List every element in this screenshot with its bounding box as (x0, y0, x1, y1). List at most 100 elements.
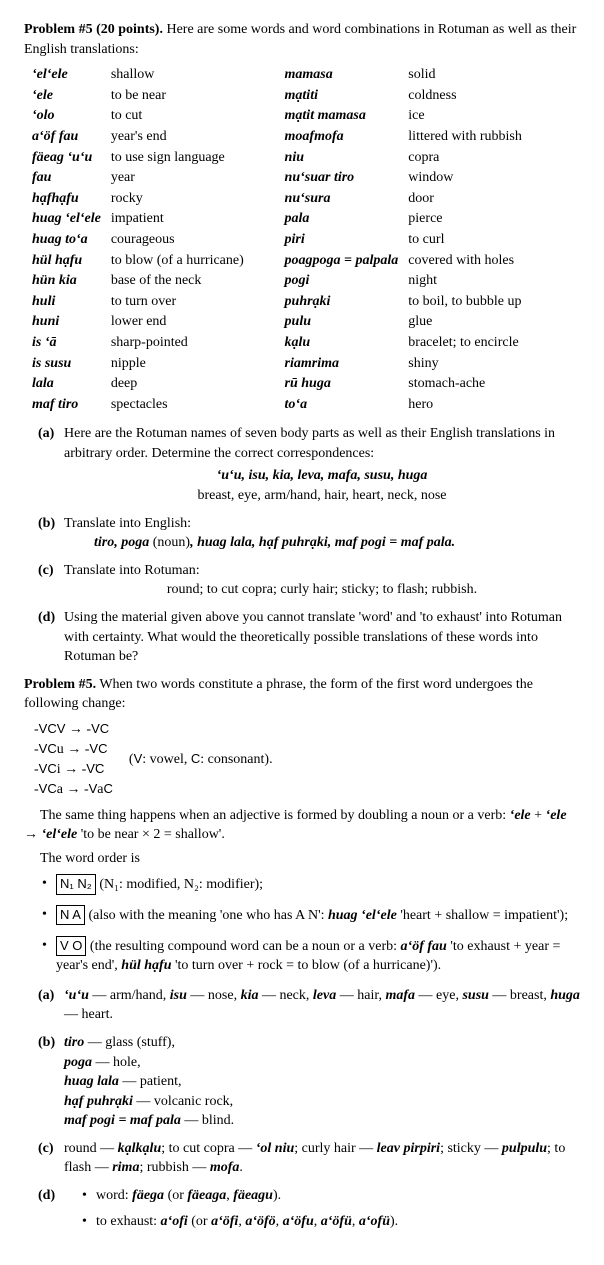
solution-intro: When two words constitute a phrase, the … (24, 677, 533, 712)
vocab-eng: ice (408, 106, 572, 126)
vocab-rot: mamasa (285, 65, 399, 85)
ans-label: (a) (38, 986, 64, 1025)
bullet-dot: • (42, 874, 56, 895)
vocab-eng: year (111, 168, 275, 188)
vocab-rot: huag ʻelʻele (32, 209, 101, 229)
vocab-rot: piri (285, 230, 399, 250)
vocab-eng: lower end (111, 312, 275, 332)
vocab-eng: sharp-pointed (111, 333, 275, 353)
problem-header: Problem #5 (20 points). Here are some wo… (24, 20, 580, 59)
bullet-item: •N₁ N₂ (N₁: modified, N₂: modifier); (42, 874, 580, 895)
vocab-table: ʻelʻeleshallowmamasasolidʻeleto be nearm… (32, 65, 572, 414)
vocab-eng: stomach-ache (408, 374, 572, 394)
part-a-text: Here are the Rotuman names of seven body… (64, 424, 580, 463)
part-b-line: tiro, poga (noun), huag lala, hạf puhrạk… (94, 533, 580, 553)
part-a-rotuman: ʻuʻu, isu, kia, leva, mafa, susu, huga (64, 466, 580, 486)
vocab-eng: to use sign language (111, 148, 275, 168)
part-c-line: round; to cut copra; curly hair; sticky;… (64, 580, 580, 600)
vocab-rot: fau (32, 168, 101, 188)
vocab-rot: is ʻā (32, 333, 101, 353)
problem-number: Problem #5 (20 points). (24, 22, 163, 37)
vocab-eng: to be near (111, 86, 275, 106)
ans-b-line: huag lala — patient, (64, 1072, 580, 1092)
vocab-eng: solid (408, 65, 572, 85)
ans-b-line: tiro — glass (stuff), (64, 1033, 580, 1053)
ans-b-line: poga — hole, (64, 1053, 580, 1073)
ans-label: (d) (38, 1186, 64, 1237)
vocab-eng: door (408, 189, 572, 209)
ans-label: (c) (38, 1139, 64, 1178)
ans-b-line: hạf puhrạki — volcanic rock, (64, 1092, 580, 1112)
ans-d-line: •to exhaust: aʻofi (or aʻöfi, aʻöfö, aʻö… (82, 1212, 580, 1232)
vocab-rot: rū huga (285, 374, 399, 394)
part-d: (d) Using the material given above you c… (38, 608, 580, 667)
vocab-rot: fäeag ʻuʻu (32, 148, 101, 168)
vocab-eng: rocky (111, 189, 275, 209)
part-label: (d) (38, 608, 64, 667)
part-a-english: breast, eye, arm/hand, hair, heart, neck… (64, 486, 580, 506)
vocab-rot: niu (285, 148, 399, 168)
solution-line3: The word order is (24, 849, 580, 869)
part-c: (c) Translate into Rotuman: round; to cu… (38, 561, 580, 600)
part-a: (a) Here are the Rotuman names of seven … (38, 424, 580, 505)
part-label: (c) (38, 561, 64, 600)
vocab-rot: puhrạki (285, 292, 399, 312)
ans-label: (b) (38, 1033, 64, 1131)
vocab-eng: covered with holes (408, 251, 572, 271)
vocab-rot: nuʻsuar tiro (285, 168, 399, 188)
vocab-eng: shallow (111, 65, 275, 85)
bullet-dot: • (42, 936, 56, 976)
vocab-rot: hül hạfu (32, 251, 101, 271)
vocab-eng: courageous (111, 230, 275, 250)
ans-b-line: maf pogi = maf pala — blind. (64, 1111, 580, 1131)
rules-note: (V: vowel, C: consonant). (129, 750, 273, 770)
vocab-eng: to cut (111, 106, 275, 126)
vocab-rot: huli (32, 292, 101, 312)
vocab-rot: mạtiti (285, 86, 399, 106)
vocab-eng: coldness (408, 86, 572, 106)
vocab-eng: to turn over (111, 292, 275, 312)
vocab-eng: base of the neck (111, 271, 275, 291)
vocab-eng: window (408, 168, 572, 188)
vocab-rot: pulu (285, 312, 399, 332)
bullet-item: •V O (the resulting compound word can be… (42, 936, 580, 976)
vocab-eng: to curl (408, 230, 572, 250)
ans-b: (b) tiro — glass (stuff),poga — hole,hua… (38, 1033, 580, 1131)
vocab-eng: pierce (408, 209, 572, 229)
part-label: (a) (38, 424, 64, 505)
vocab-rot: toʻa (285, 395, 399, 415)
phon-rules: -VCV → -VC-VCu → -VC-VCi → -V̈C-VCa → -V… (34, 720, 580, 800)
bullet-dot: • (42, 905, 56, 926)
bullet-dot: • (82, 1212, 96, 1232)
vocab-rot: ʻolo (32, 106, 101, 126)
vocab-rot: huag toʻa (32, 230, 101, 250)
phon-rule: -VCi → -V̈C (34, 760, 113, 780)
vocab-eng: hero (408, 395, 572, 415)
bullet-item: •N A (also with the meaning 'one who has… (42, 905, 580, 926)
vocab-eng: shiny (408, 354, 572, 374)
vocab-eng: glue (408, 312, 572, 332)
vocab-rot: poagpoga = palpala (285, 251, 399, 271)
vocab-rot: nuʻsura (285, 189, 399, 209)
vocab-rot: huni (32, 312, 101, 332)
phon-rule: -VCV → -VC (34, 720, 113, 740)
ans-a: (a) ʻuʻu — arm/hand, isu — nose, kia — n… (38, 986, 580, 1025)
vocab-rot: is susu (32, 354, 101, 374)
vocab-eng: spectacles (111, 395, 275, 415)
solution-number: Problem #5. (24, 677, 96, 692)
vocab-eng: nipple (111, 354, 275, 374)
vocab-rot: maf tiro (32, 395, 101, 415)
vocab-eng: bracelet; to encircle (408, 333, 572, 353)
vocab-rot: hün kia (32, 271, 101, 291)
vocab-rot: riamrima (285, 354, 399, 374)
bullet-dot: • (82, 1186, 96, 1206)
vocab-rot: lala (32, 374, 101, 394)
solution-line2: The same thing happens when an adjective… (24, 806, 580, 845)
part-b: (b) Translate into English: tiro, poga (… (38, 514, 580, 553)
vocab-eng: year's end (111, 127, 275, 147)
vocab-rot: ʻelʻele (32, 65, 101, 85)
solution-header: Problem #5. When two words constitute a … (24, 675, 580, 714)
part-b-text: Translate into English: (64, 514, 580, 534)
vocab-rot: kạlu (285, 333, 399, 353)
part-c-text: Translate into Rotuman: (64, 561, 580, 581)
